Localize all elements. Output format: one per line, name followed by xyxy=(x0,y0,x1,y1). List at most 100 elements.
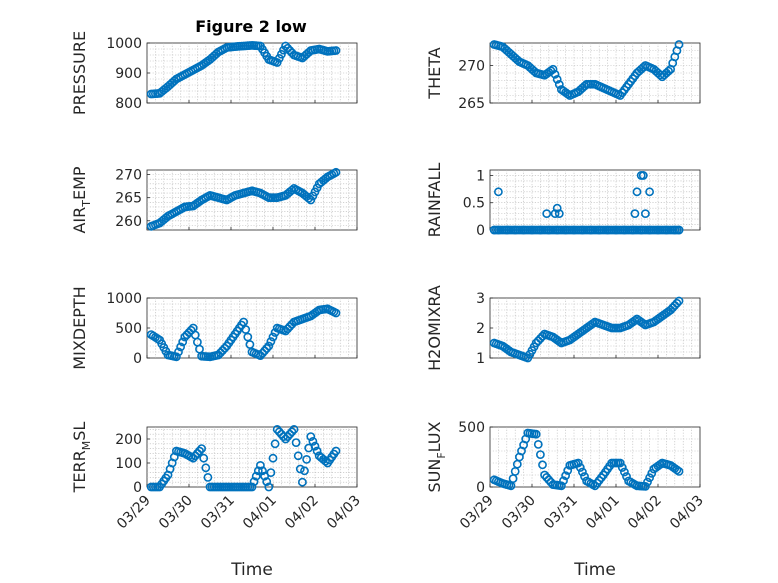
data-point xyxy=(554,209,564,219)
x-tick-label: 04/03 xyxy=(667,493,707,533)
y-tick-label: 500 xyxy=(115,321,142,337)
data-point xyxy=(306,432,316,441)
series-points xyxy=(489,296,684,363)
data-point xyxy=(561,471,570,480)
data-point xyxy=(171,352,181,362)
y-axis-label: AIRTEMP xyxy=(70,166,93,233)
y-tick-label: 100 xyxy=(115,456,142,472)
data-point xyxy=(552,203,562,213)
data-point xyxy=(620,467,629,477)
y-tick-label: 0 xyxy=(476,480,485,496)
data-point xyxy=(643,477,652,487)
y-tick-label: 900 xyxy=(115,66,142,82)
data-point xyxy=(174,347,183,357)
data-point xyxy=(536,450,545,459)
y-tick-label: 1000 xyxy=(106,36,142,52)
plot-area xyxy=(489,297,701,359)
series-points xyxy=(489,171,684,235)
y-tick-label: 260 xyxy=(115,214,142,230)
data-point xyxy=(573,458,583,468)
data-point xyxy=(287,427,297,437)
y-tick-label: 0 xyxy=(133,480,142,496)
data-point xyxy=(197,444,206,453)
data-point xyxy=(615,458,625,468)
data-point xyxy=(260,471,269,481)
data-point xyxy=(258,466,267,476)
data-point xyxy=(289,424,299,434)
x-tick-label: 04/01 xyxy=(240,493,280,533)
y-axis-label: TERRMSL xyxy=(70,422,93,494)
data-point xyxy=(293,451,303,461)
data-point xyxy=(674,466,684,476)
y-axis-label: MIXDEPTH xyxy=(70,286,89,369)
data-point xyxy=(268,453,278,463)
data-point xyxy=(557,481,566,491)
data-point xyxy=(255,460,265,470)
y-axis-label: H2OMIXRA xyxy=(425,285,444,371)
data-point xyxy=(195,446,204,456)
data-point xyxy=(253,466,263,476)
data-point xyxy=(331,308,341,318)
y-tick-label: 265 xyxy=(458,96,485,112)
data-point xyxy=(312,446,322,456)
data-point xyxy=(241,325,251,334)
data-point xyxy=(638,171,648,180)
data-point xyxy=(672,298,682,308)
data-point xyxy=(270,439,280,449)
plot-area xyxy=(489,169,701,231)
data-point xyxy=(647,468,657,478)
data-point xyxy=(331,46,341,55)
data-point xyxy=(239,317,248,327)
data-point xyxy=(262,343,272,353)
x-tick-label: 03/29 xyxy=(114,493,154,533)
data-point xyxy=(245,340,255,349)
series-points xyxy=(489,40,684,100)
data-point xyxy=(199,453,209,463)
y-tick-label: 270 xyxy=(115,168,142,184)
data-point xyxy=(575,463,585,472)
data-point xyxy=(622,472,631,481)
data-point xyxy=(550,209,560,219)
x-tick-label: 04/02 xyxy=(282,493,322,533)
data-point xyxy=(548,64,558,74)
data-point xyxy=(563,466,573,475)
data-point xyxy=(531,429,541,439)
data-point xyxy=(291,438,301,447)
data-point xyxy=(641,481,650,491)
data-point xyxy=(664,66,673,76)
data-point xyxy=(538,460,547,470)
y-tick-label: 2 xyxy=(476,321,485,337)
subplot-mixdepth: 0 500 1000 MIXDEPTH xyxy=(70,286,358,370)
data-point xyxy=(331,167,341,177)
x-tick-label: 03/30 xyxy=(499,493,539,533)
series-points xyxy=(146,167,341,231)
y-tick-label: 1000 xyxy=(106,291,142,307)
data-point xyxy=(542,209,552,219)
y-tick-label: 200 xyxy=(115,432,142,448)
data-point xyxy=(674,225,684,235)
data-point xyxy=(251,471,261,481)
data-point xyxy=(203,472,213,482)
data-point xyxy=(264,482,274,492)
data-point xyxy=(538,331,547,341)
data-point xyxy=(220,343,230,353)
data-point xyxy=(300,466,309,476)
x-tick-label: 04/02 xyxy=(625,493,665,533)
data-point xyxy=(645,473,654,483)
data-point xyxy=(331,446,341,456)
data-point xyxy=(243,332,253,342)
y-tick-label: 0 xyxy=(133,351,142,367)
data-point xyxy=(201,463,211,473)
x-axis-label: Time xyxy=(573,560,616,580)
x-tick-label: 04/03 xyxy=(324,493,364,533)
x-tick-label: 03/29 xyxy=(457,493,497,533)
y-axis-label: THETA xyxy=(425,47,444,99)
y-tick-label: 1 xyxy=(476,168,485,184)
data-point xyxy=(493,187,503,197)
plot-area xyxy=(489,426,701,488)
y-tick-label: 270 xyxy=(458,59,485,75)
data-point xyxy=(533,439,543,449)
series-points xyxy=(146,424,341,492)
y-tick-label: 800 xyxy=(115,96,142,112)
data-point xyxy=(617,463,627,472)
